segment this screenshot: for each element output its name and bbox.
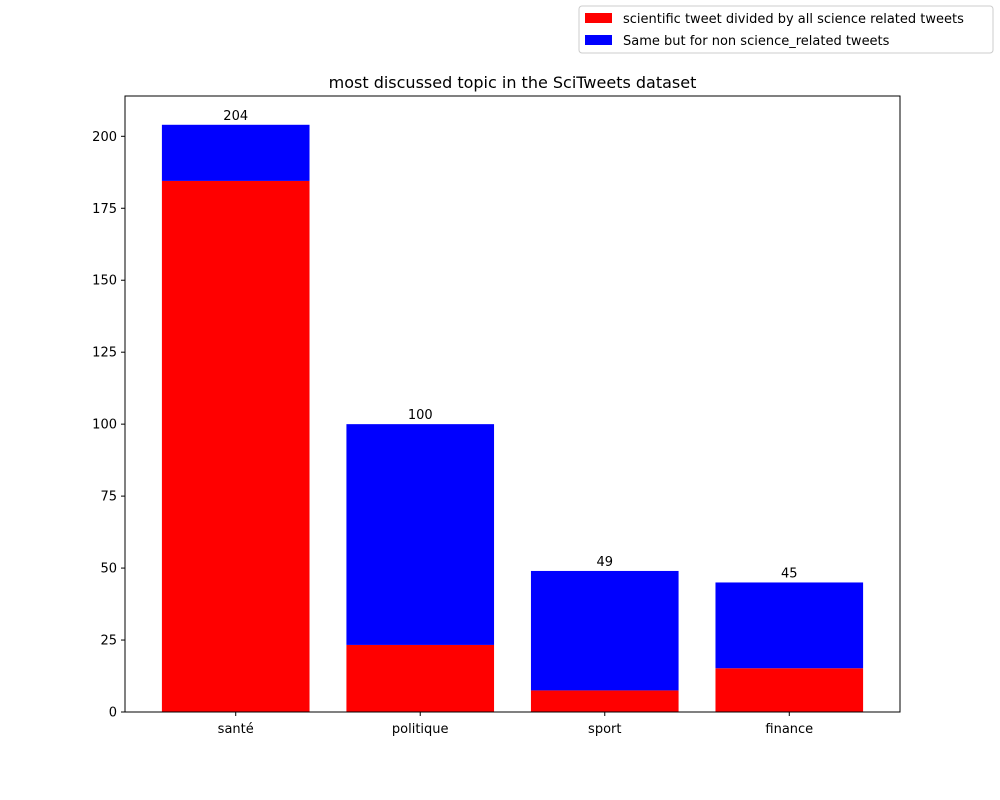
y-tick-label: 175 [92,202,117,217]
bars-group [161,124,864,712]
y-tick-label: 0 [109,706,117,721]
y-axis: 0 25 50 75 100 125 150 175 200 [92,130,125,721]
bar-sante-series-1 [161,124,310,181]
bar-total-label-politique: 100 [408,408,433,423]
x-tick-label-sante: santé [218,722,254,737]
bar-total-label-sante: 204 [223,109,248,124]
y-tick-label: 125 [92,346,117,361]
y-tick-label: 50 [100,562,117,577]
bar-sante-series-0 [161,180,310,712]
y-tick-label: 150 [92,274,117,289]
bar-sport-series-1 [530,570,679,691]
x-tick-label-sport: sport [588,722,621,737]
legend: scientific tweet divided by all science … [578,5,994,54]
x-tick-label-politique: politique [392,722,449,737]
legend-label-scientific: scientific tweet divided by all science … [623,12,964,27]
legend-label-non-science: Same but for non science_related tweets [623,34,890,49]
x-axis: santé politique sport finance [218,712,813,737]
x-tick-label-finance: finance [765,722,813,737]
y-tick-label: 25 [100,634,117,649]
plot-frame [124,95,901,713]
chart-title: most discussed topic in the SciTweets da… [329,73,697,92]
bar-sport-series-0 [530,690,679,712]
y-tick-label: 100 [92,418,117,433]
bar-total-label-finance: 45 [781,566,798,581]
bar-politique-series-0 [346,644,495,712]
legend-swatch-scientific [585,13,612,23]
y-tick-label: 75 [100,490,117,505]
bar-finance-series-0 [715,668,864,712]
bar-labels-group: 204 100 49 45 [223,109,797,582]
legend-swatch-non-science [585,35,612,45]
bar-politique-series-1 [346,424,495,645]
bar-finance-series-1 [715,582,864,669]
y-tick-label: 200 [92,130,117,145]
legend-frame [578,5,994,54]
bar-total-label-sport: 49 [596,555,613,570]
